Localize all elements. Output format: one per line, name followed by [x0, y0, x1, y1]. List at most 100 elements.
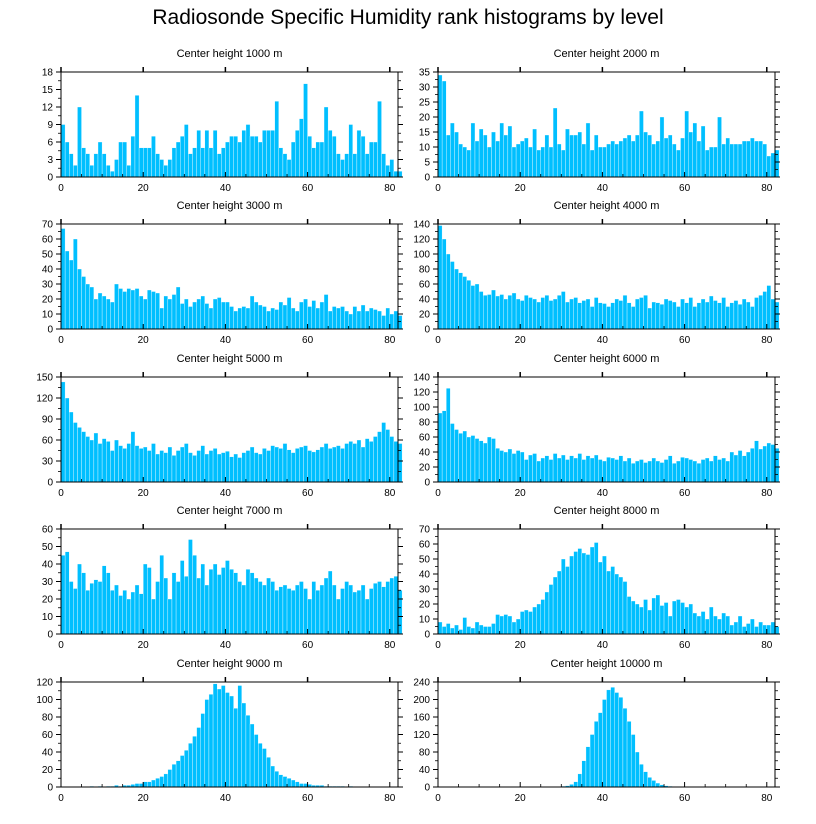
histogram-bar: [762, 624, 767, 635]
y-tick-label: 150: [36, 373, 53, 384]
histogram-bar: [397, 170, 403, 178]
histogram-bar: [536, 149, 541, 178]
histogram-bar: [713, 300, 718, 330]
histogram-bar: [598, 146, 603, 178]
histogram-bar: [64, 551, 70, 635]
histogram-bar: [520, 451, 525, 483]
histogram-bar: [635, 460, 640, 483]
x-tick-label: 20: [515, 183, 527, 194]
histogram-bar: [159, 159, 164, 178]
histogram-bar: [241, 702, 247, 788]
histogram-bar: [643, 295, 648, 330]
histogram-bar: [503, 614, 509, 635]
histogram-bar: [332, 584, 337, 635]
y-tick-label: 0: [47, 478, 53, 489]
histogram-bar: [622, 460, 628, 483]
y-tick-label: 0: [424, 783, 430, 794]
histogram-bar: [336, 445, 341, 483]
histogram-bar: [610, 457, 615, 483]
histogram-bar: [589, 734, 595, 788]
histogram-bar: [278, 586, 284, 635]
histogram-bar: [626, 457, 632, 483]
histogram-bar: [589, 149, 595, 178]
y-tick-label: 30: [42, 280, 54, 291]
histogram-bar: [593, 721, 599, 788]
histogram-bar: [192, 736, 197, 788]
x-tick-label: 80: [761, 335, 773, 346]
histogram-bar: [200, 295, 206, 330]
histogram-bar: [713, 455, 718, 483]
histogram-bar: [258, 743, 263, 788]
histogram-bar: [241, 130, 247, 178]
histogram-bar: [180, 560, 185, 635]
panel-title: Center height 5000 m: [177, 353, 283, 365]
histogram-bar: [319, 141, 325, 178]
histogram-bar: [64, 397, 70, 483]
y-tick-label: 100: [413, 250, 430, 261]
y-tick-label: 40: [419, 570, 431, 581]
histogram-bar: [515, 298, 521, 330]
histogram-bar: [323, 443, 329, 483]
histogram-bar: [474, 438, 480, 483]
histogram-bar: [602, 699, 607, 788]
histogram-bar: [286, 778, 292, 788]
histogram-bar: [184, 576, 189, 635]
histogram-bar: [323, 294, 329, 330]
histogram-bar: [184, 298, 189, 330]
histogram-bar: [60, 555, 66, 635]
panel-4: Center height 4000 m 0 20 40 60 80 0 20 40 60 80 10…: [413, 200, 780, 346]
histogram-bar: [373, 436, 378, 483]
histogram-bar: [655, 140, 661, 178]
y-tick-label: 50: [42, 250, 54, 261]
histogram-bar: [101, 565, 107, 635]
histogram-bar: [729, 451, 735, 483]
x-tick-label: 40: [597, 488, 609, 499]
histogram-bar: [573, 551, 578, 635]
histogram-bar: [540, 146, 546, 178]
histogram-bar: [577, 773, 583, 788]
y-tick-label: 0: [47, 173, 53, 184]
histogram-bar: [639, 606, 644, 635]
histogram-bar: [171, 147, 177, 178]
histogram-bar: [462, 617, 467, 635]
histogram-bar: [299, 446, 304, 483]
histogram-bar: [606, 306, 611, 330]
histogram-bar: [258, 453, 263, 483]
histogram-bar: [466, 149, 472, 178]
histogram-bar: [344, 153, 349, 178]
histogram-bar: [319, 446, 325, 483]
histogram-bar: [360, 446, 366, 483]
y-tick-label: 120: [413, 730, 430, 741]
histogram-bar: [290, 307, 296, 330]
histogram-bar: [610, 302, 615, 330]
histogram-bar: [303, 588, 308, 635]
histogram-bar: [515, 143, 521, 178]
histogram-bar: [122, 291, 127, 330]
histogram-bar: [441, 238, 447, 330]
histogram-bar: [655, 302, 661, 330]
histogram-bar: [200, 445, 206, 483]
y-tick-label: 30: [42, 457, 54, 468]
histogram-bar: [540, 297, 546, 330]
histogram-bar: [614, 692, 620, 788]
histogram-bar: [704, 457, 710, 483]
x-tick-label: 0: [435, 640, 441, 651]
histogram-bar: [548, 300, 554, 330]
x-tick-label: 60: [679, 488, 691, 499]
histogram-bar: [340, 588, 345, 635]
histogram-bar: [754, 440, 759, 483]
histogram-bar: [323, 106, 329, 178]
y-tick-label: 20: [42, 765, 54, 776]
histogram-bar: [352, 443, 358, 483]
histogram-bar: [544, 455, 550, 483]
histogram-bar: [774, 149, 780, 178]
histogram-bar: [295, 310, 300, 330]
histogram-bar: [81, 147, 86, 178]
panel-title: Center height 2000 m: [554, 48, 660, 60]
histogram-bar: [511, 292, 517, 330]
histogram-bar: [561, 149, 566, 178]
histogram-bar: [688, 459, 693, 483]
histogram-bar: [750, 618, 755, 635]
histogram-bar: [143, 781, 148, 788]
